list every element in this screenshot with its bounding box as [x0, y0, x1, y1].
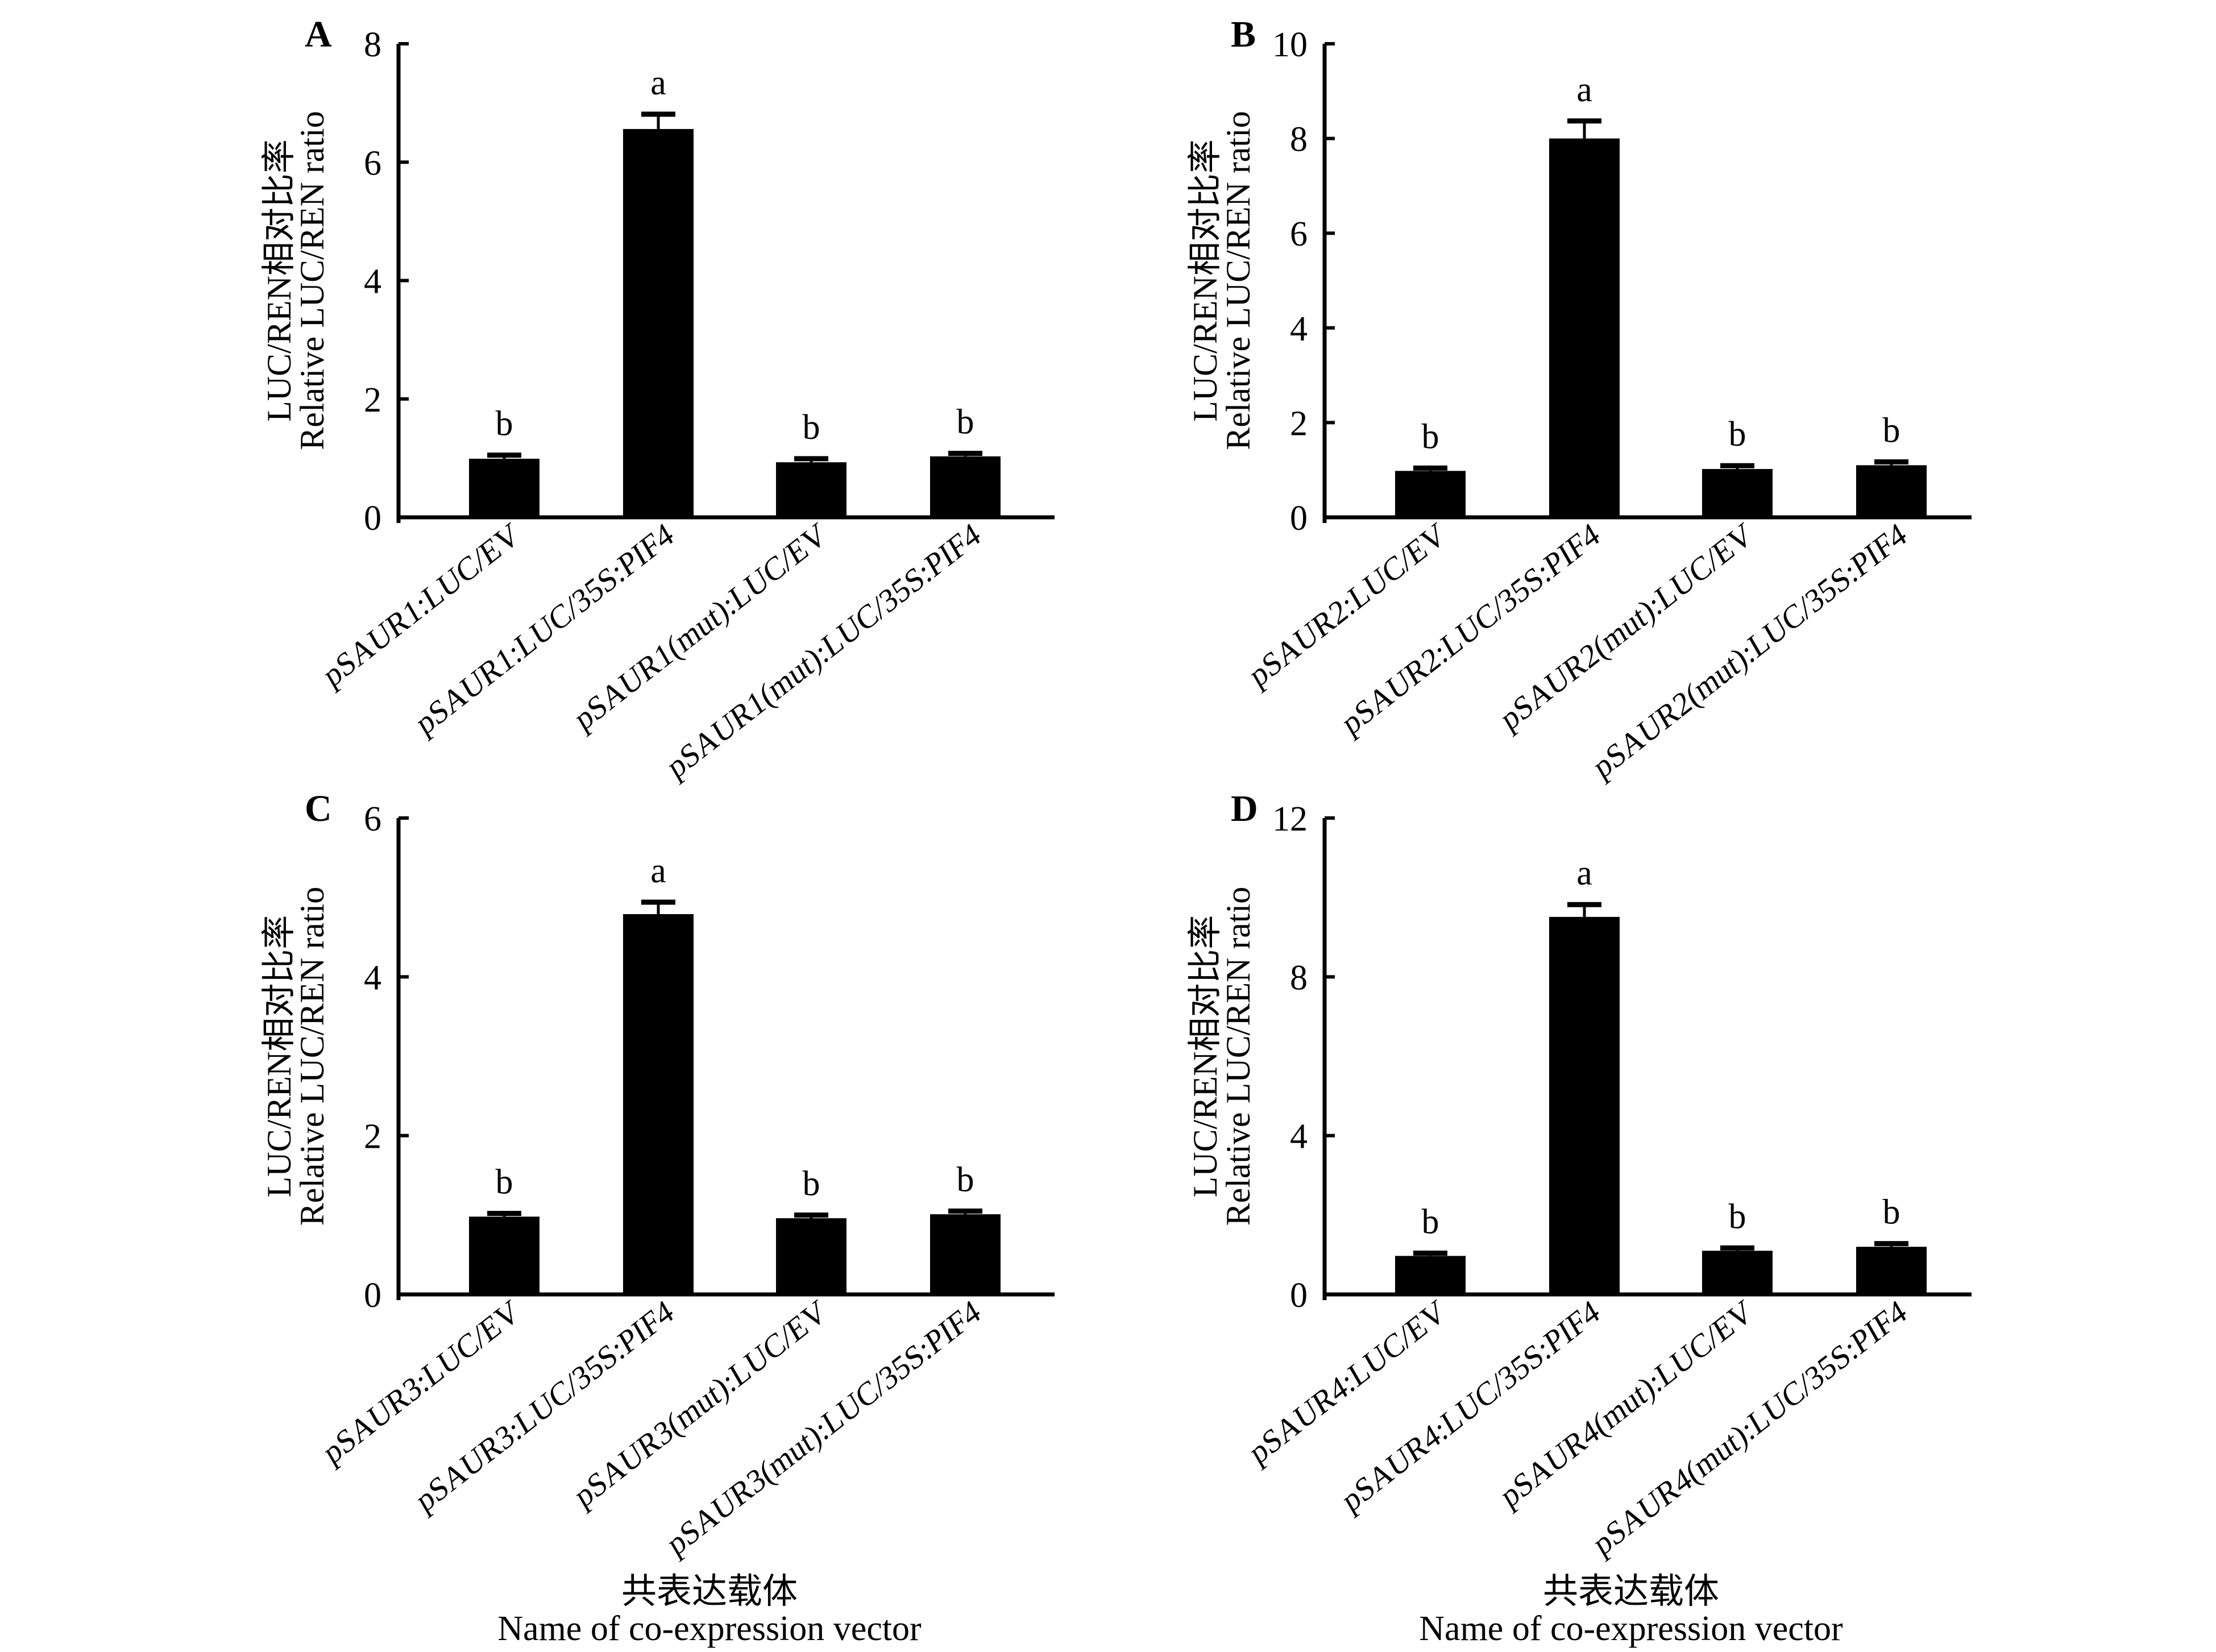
y-tick-label: 0: [364, 499, 381, 538]
x-axis-label-line1: 共表达载体: [621, 1572, 798, 1611]
x-tick-label: pSAUR4:LUC/35S:PIF4: [1337, 1293, 1605, 1520]
y-tick-label: 0: [364, 1276, 381, 1315]
significance-label: b: [1883, 412, 1900, 450]
x-tick-label: pSAUR1:LUC/35S:PIF4: [410, 516, 679, 742]
significance-label: b: [803, 1164, 820, 1203]
bar: [1395, 1256, 1466, 1294]
y-axis-label-line1: LUC/REN相对比率: [1186, 139, 1224, 422]
bar: [1395, 471, 1466, 517]
y-axis-label-line1: LUC/REN相对比率: [1186, 915, 1224, 1198]
x-tick-label: pSAUR2:LUC/35S:PIF4: [1337, 516, 1605, 742]
y-axis-label-line2: Relative LUC/REN ratio: [1219, 887, 1257, 1226]
bar: [776, 462, 846, 517]
bar: [469, 1217, 540, 1294]
y-tick-label: 6: [364, 144, 381, 182]
y-tick-label: 2: [364, 1118, 381, 1156]
significance-label: b: [957, 403, 974, 442]
significance-label: b: [803, 408, 820, 447]
significance-label: b: [1422, 417, 1439, 456]
x-tick-label: pSAUR2(mut):LUC/EV: [1495, 516, 1758, 738]
bar: [1856, 465, 1927, 517]
y-tick-label: 8: [364, 26, 381, 64]
x-tick-label: pSAUR4(mut):LUC/EV: [1495, 1293, 1758, 1515]
y-tick-label: 4: [1290, 310, 1308, 348]
y-axis-label-line2: Relative LUC/REN ratio: [1219, 111, 1257, 450]
significance-label: b: [1422, 1202, 1439, 1241]
y-tick-label: 8: [1290, 121, 1308, 159]
panel-letter: C: [305, 788, 332, 829]
y-tick-label: 2: [1290, 404, 1308, 443]
significance-label: a: [1576, 70, 1592, 109]
y-tick-label: 4: [364, 958, 381, 997]
bar: [623, 128, 694, 517]
significance-label: b: [1883, 1193, 1900, 1232]
bar: [1702, 1251, 1773, 1294]
y-tick-label: 10: [1272, 26, 1308, 64]
panel-letter: A: [305, 14, 332, 55]
bar: [1856, 1247, 1927, 1294]
x-tick-label: pSAUR2(mut):LUC/35S:PIF4: [1588, 516, 1912, 786]
y-tick-label: 4: [364, 263, 381, 301]
x-tick-label: pSAUR3(mut):LUC/35S:PIF4: [662, 1293, 986, 1563]
y-tick-label: 12: [1272, 800, 1308, 839]
significance-label: b: [496, 1163, 513, 1202]
significance-label: a: [1576, 854, 1592, 893]
significance-label: b: [957, 1160, 974, 1199]
significance-label: a: [650, 64, 666, 102]
y-tick-label: 6: [364, 800, 381, 839]
x-axis-label-line2: Name of co-expression vector: [1419, 1609, 1843, 1648]
y-tick-label: 6: [1290, 215, 1308, 254]
bar: [469, 458, 540, 517]
x-tick-label: pSAUR4(mut):LUC/35S:PIF4: [1588, 1293, 1912, 1563]
x-tick-label: pSAUR3(mut):LUC/EV: [569, 1293, 832, 1515]
x-tick-label: pSAUR1(mut):LUC/EV: [569, 516, 832, 738]
bar: [1549, 916, 1620, 1294]
bar: [623, 914, 694, 1294]
significance-label: a: [650, 852, 666, 890]
panel-letter: B: [1231, 14, 1256, 55]
y-tick-label: 8: [1290, 958, 1308, 997]
significance-label: b: [1729, 415, 1746, 454]
panel-letter: D: [1231, 788, 1258, 829]
bar: [930, 456, 1001, 517]
y-axis-label-line2: Relative LUC/REN ratio: [293, 111, 331, 450]
x-axis-label-line2: Name of co-expression vector: [497, 1609, 922, 1648]
x-tick-label: pSAUR1(mut):LUC/35S:PIF4: [662, 516, 986, 786]
y-axis-label-line1: LUC/REN相对比率: [260, 139, 298, 422]
y-tick-label: 4: [1290, 1118, 1308, 1156]
y-axis-label-line1: LUC/REN相对比率: [260, 915, 298, 1198]
y-axis-label-line2: Relative LUC/REN ratio: [293, 887, 331, 1226]
y-tick-label: 2: [364, 381, 381, 420]
x-tick-label: pSAUR3:LUC/35S:PIF4: [410, 1293, 679, 1520]
y-tick-label: 0: [1290, 499, 1308, 538]
bar: [1702, 469, 1773, 517]
bar: [930, 1214, 1001, 1294]
bar: [1549, 138, 1620, 518]
bar: [776, 1218, 846, 1294]
significance-label: b: [1729, 1197, 1746, 1236]
x-axis-label-line1: 共表达载体: [1543, 1572, 1719, 1611]
y-tick-label: 0: [1290, 1276, 1308, 1315]
significance-label: b: [496, 405, 513, 443]
